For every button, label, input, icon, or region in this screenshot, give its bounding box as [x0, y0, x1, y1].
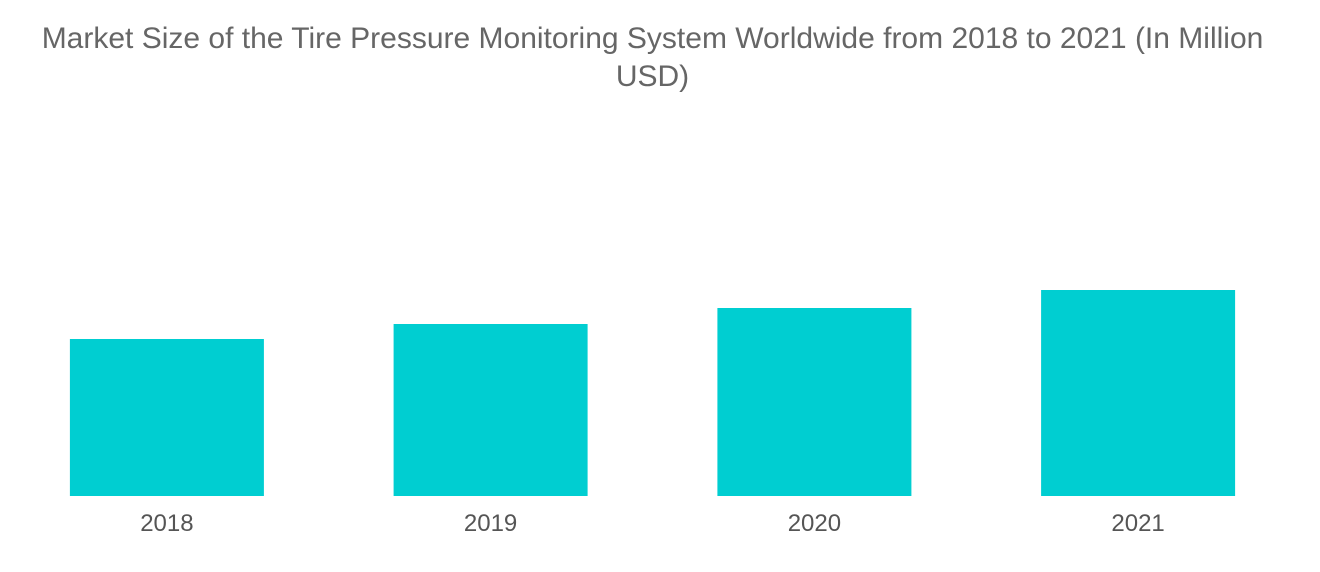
- chart-title: Market Size of the Tire Pressure Monitor…: [41, 22, 1264, 93]
- x-tick-labels: 2018 2019 2020 2021: [140, 510, 1165, 537]
- bar-2020: [717, 308, 912, 496]
- x-tick-label-2021: 2021: [1111, 510, 1164, 537]
- bars-group: [69, 290, 1236, 496]
- bar-2021: [1041, 290, 1236, 496]
- x-tick-label-2019: 2019: [464, 510, 517, 537]
- bar-2019: [393, 324, 588, 496]
- x-tick-label-2018: 2018: [140, 510, 193, 537]
- bar-2018: [69, 339, 264, 496]
- x-tick-label-2020: 2020: [788, 510, 841, 537]
